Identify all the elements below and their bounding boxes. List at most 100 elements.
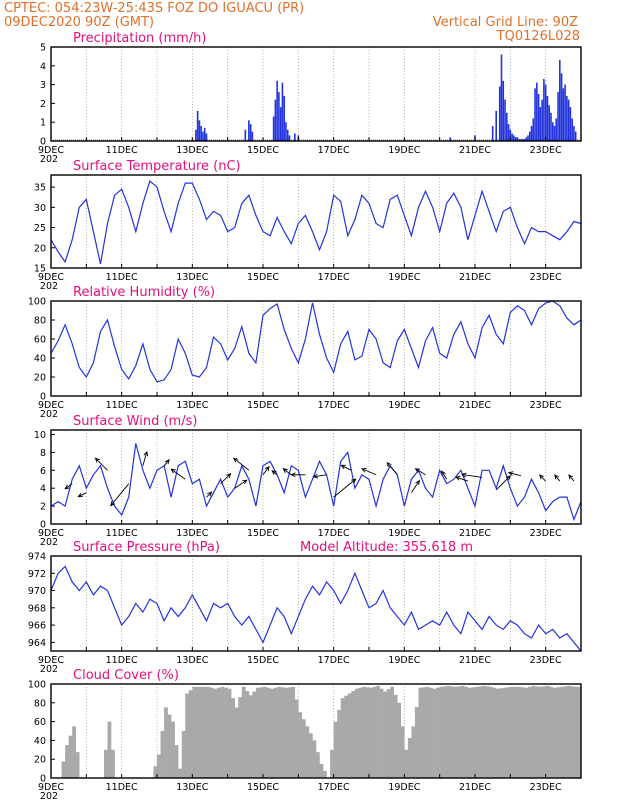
wind-vector-head <box>290 472 296 478</box>
wind-vector-head <box>226 472 232 479</box>
precip-bar <box>536 82 538 141</box>
precip-bar <box>562 88 565 141</box>
wind-vector-shaft <box>554 474 561 482</box>
wind-vector-head <box>568 474 574 480</box>
x-tick-label: 11DEC <box>106 145 138 156</box>
y-tick-label: 970 <box>28 586 46 597</box>
precip-bar <box>195 129 197 141</box>
wind-vector-shaft <box>171 468 186 480</box>
wind-vector-head <box>64 484 70 490</box>
cloud-bar <box>234 707 239 778</box>
wind-vector <box>77 492 87 498</box>
precip-bar <box>244 129 247 141</box>
wind-vector-shaft <box>262 466 270 476</box>
header-model-code: TQ0126L028 <box>496 29 580 44</box>
panel-title: Relative Humidity (%) <box>73 285 215 300</box>
wind-vector-shaft <box>142 451 148 466</box>
cloud-bar <box>192 686 197 778</box>
x-tick-label: 9DEC <box>38 655 64 666</box>
cloud-bar <box>397 702 402 778</box>
y-tick-label: 1 <box>40 118 46 129</box>
wind-vector-shaft <box>271 470 278 476</box>
wind-vector <box>454 476 469 482</box>
cloud-bar <box>347 693 352 778</box>
precip-bar <box>541 99 543 141</box>
cloud-bar <box>386 689 391 778</box>
cloud-bar <box>517 686 522 778</box>
wind-vector <box>110 483 130 507</box>
precip-bar <box>248 120 250 141</box>
wind-vector-head <box>271 470 277 476</box>
cloud-bar <box>513 686 518 778</box>
cloud-bar <box>287 687 292 778</box>
header-location: CPTEC: 054:23W-25:43S FOZ DO IGUACU (PR) <box>4 1 304 16</box>
precip-bar <box>278 92 280 141</box>
cloud-bar <box>160 731 165 778</box>
cloud-bar <box>499 688 504 778</box>
wind-vector-shaft <box>455 476 469 482</box>
pres-line <box>50 565 582 652</box>
cloud-bar <box>432 688 437 778</box>
panel-frame <box>50 683 582 779</box>
cloud-bar <box>524 687 529 778</box>
cloud-bar <box>453 686 458 778</box>
cloud-bar <box>273 687 278 778</box>
x-tick-label: 17DEC <box>318 272 350 283</box>
wind-vector <box>206 491 213 498</box>
wind-vector <box>220 472 232 485</box>
y-tick-label: 4 <box>40 61 46 72</box>
cloud-bar <box>107 721 112 778</box>
precip-bar <box>571 118 573 141</box>
cloud-bar <box>185 693 190 778</box>
y-tick-label: 2 <box>40 99 46 110</box>
y-tick-label: 8 <box>40 448 46 459</box>
wind-vector-head <box>110 501 116 507</box>
panel-frame <box>50 555 582 652</box>
panel-precip: 0 1 2 3 4 5 9DEC 11DEC 13DEC 15DEC 17DEC 19DEC 21DEC… <box>38 31 582 165</box>
wind-vector-shaft <box>282 468 292 476</box>
precip-bar <box>203 127 206 141</box>
wind-vector-head <box>94 457 100 463</box>
cloud-bar <box>460 685 465 778</box>
cloud-bar <box>323 770 327 778</box>
cloud-bar <box>528 686 532 778</box>
wind-vector <box>441 470 448 480</box>
cloud-bar <box>390 686 394 778</box>
cloud-bar <box>351 691 356 778</box>
x-tick-label: 11DEC <box>106 782 138 793</box>
x-tick-label: 11DEC <box>106 528 138 539</box>
x-year-label: 202 <box>40 537 58 548</box>
cloud-bar <box>104 749 108 778</box>
cloud-bar <box>566 685 571 778</box>
wind-vector-shaft <box>341 464 352 471</box>
cloud-bar <box>305 726 310 778</box>
precip-bar <box>567 99 570 141</box>
x-tick-label: 11DEC <box>106 655 138 666</box>
panel-frame <box>50 429 582 525</box>
cloud-bar <box>298 712 303 778</box>
panel-frame <box>50 174 582 269</box>
wind-vector <box>282 468 292 476</box>
cloud-bar <box>312 740 317 778</box>
cloud-bar <box>340 698 345 778</box>
precip-bar <box>498 86 501 141</box>
wind-vector-head <box>242 479 248 485</box>
x-tick-label: 17DEC <box>318 655 350 666</box>
cloud-bar <box>294 699 299 778</box>
precip-bar <box>539 107 542 141</box>
cloud-bar <box>277 686 281 778</box>
wind-vector <box>262 465 270 476</box>
x-tick-label: 19DEC <box>388 655 420 666</box>
cloud-bar <box>503 687 508 778</box>
wind-vector <box>234 479 248 489</box>
x-tick-label: 23DEC <box>530 655 562 666</box>
x-tick-label: 13DEC <box>176 272 208 283</box>
cloud-bar <box>418 687 423 778</box>
precip-bar <box>200 125 202 141</box>
cloud-bar <box>245 691 250 778</box>
precip-bar <box>504 99 506 141</box>
wind-line <box>50 443 582 522</box>
cloud-bar <box>379 688 384 778</box>
precip-bar <box>548 105 550 141</box>
panel-title: Surface Wind (m/s) <box>73 414 197 429</box>
